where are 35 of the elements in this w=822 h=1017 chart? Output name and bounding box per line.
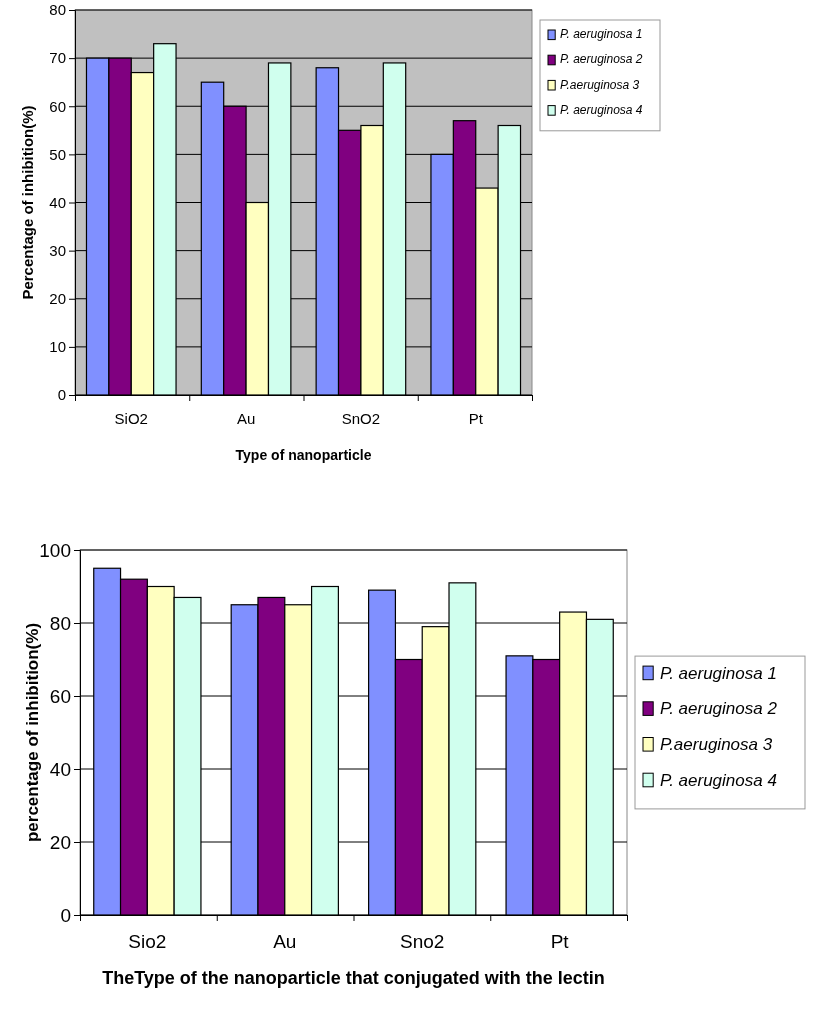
y-tick-label: 80 <box>49 1 66 19</box>
y-axis-title: Percentage of inhibition(%) <box>19 105 36 300</box>
y-tick-label: 40 <box>49 758 71 780</box>
legend-label: P. aeruginosa 4 <box>660 770 777 790</box>
y-tick-label: 40 <box>49 193 66 211</box>
x-tick-label: SnO2 <box>341 410 381 427</box>
y-tick-label: 60 <box>49 97 66 115</box>
x-tick-label: Pt <box>468 410 484 427</box>
y-tick-label: 20 <box>49 290 66 308</box>
y-tick-label: 70 <box>49 49 66 67</box>
y-tick-label: 80 <box>49 612 71 634</box>
y-tick-label: 0 <box>60 904 71 926</box>
y-tick-label: 60 <box>49 685 71 707</box>
x-tick-label: SiO2 <box>114 410 148 427</box>
legend-label: P.aeruginosa 3 <box>560 77 640 92</box>
y-tick-label: 0 <box>57 386 66 404</box>
legend-label: P.aeruginosa 3 <box>660 734 773 754</box>
legend-label: P. aeruginosa 2 <box>660 699 778 719</box>
legend-label: P. aeruginosa 1 <box>660 663 777 683</box>
legend-label: P. aeruginosa 1 <box>560 27 643 42</box>
y-tick-label: 100 <box>39 539 71 561</box>
y-axis-title: percentage of inhibition(%) <box>23 622 42 843</box>
x-tick-label: Au <box>236 410 256 427</box>
x-tick-label: Au <box>273 931 297 952</box>
x-tick-label: Sno2 <box>400 931 445 952</box>
legend-label: P. aeruginosa 4 <box>560 102 643 117</box>
x-tick-label: Sio2 <box>128 931 167 952</box>
x-axis-title: TheType of the nanoparticle that conjugated with the lectin <box>102 968 605 988</box>
y-tick-label: 20 <box>49 831 71 853</box>
x-axis-title: Type of nanoparticle <box>235 447 372 463</box>
x-tick-label: Pt <box>550 931 570 952</box>
y-tick-label: 10 <box>49 338 66 356</box>
legend-label: P. aeruginosa 2 <box>560 52 643 67</box>
y-tick-label: 50 <box>49 145 66 163</box>
y-tick-label: 30 <box>49 241 66 259</box>
